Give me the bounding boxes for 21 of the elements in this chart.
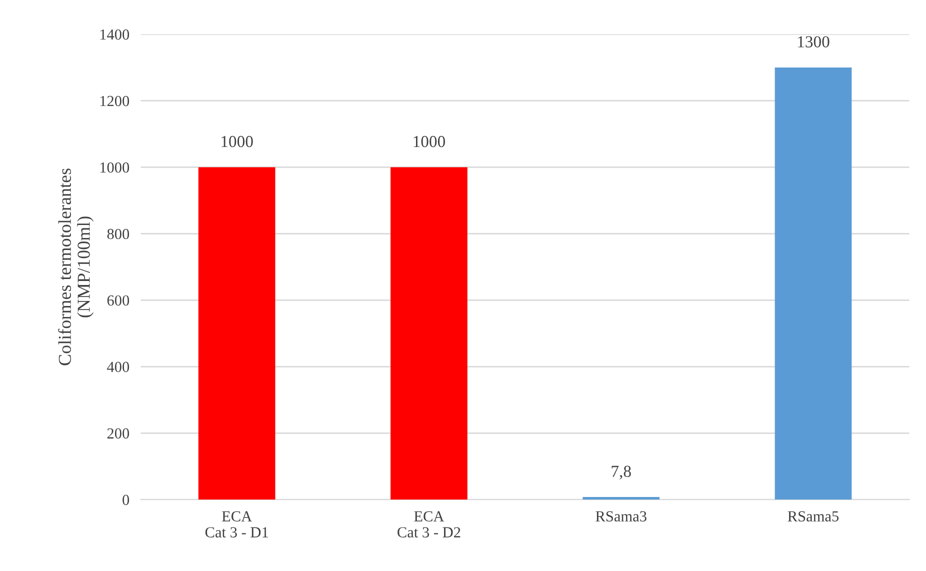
data-label: 1300 [798,36,830,48]
bar [198,167,276,500]
y-tick-label: 200 [107,428,130,439]
y-axis-title: Coliformes termotolerantes (NMP/100ml) [58,168,94,366]
y-tick-label: 600 [107,295,130,306]
x-tick-label: ECA Cat 3 - D1 [205,511,268,538]
y-tick-label: 1000 [100,162,130,173]
x-tick-label: ECA Cat 3 - D2 [398,511,460,538]
bar [774,68,852,500]
y-tick-label: 0 [122,494,130,506]
data-label: 1000 [414,136,445,148]
y-tick-label: 800 [107,228,130,240]
data-label: 7,8 [612,466,631,480]
y-tick-label: 1200 [100,96,130,106]
bar [390,167,468,500]
x-tick-label: RSama3 [596,511,646,522]
bar [582,497,660,500]
y-tick-label: 1400 [100,29,130,40]
x-tick-label: RSama5 [788,511,839,522]
data-label: 1000 [222,136,253,148]
y-tick-label: 400 [107,362,130,372]
